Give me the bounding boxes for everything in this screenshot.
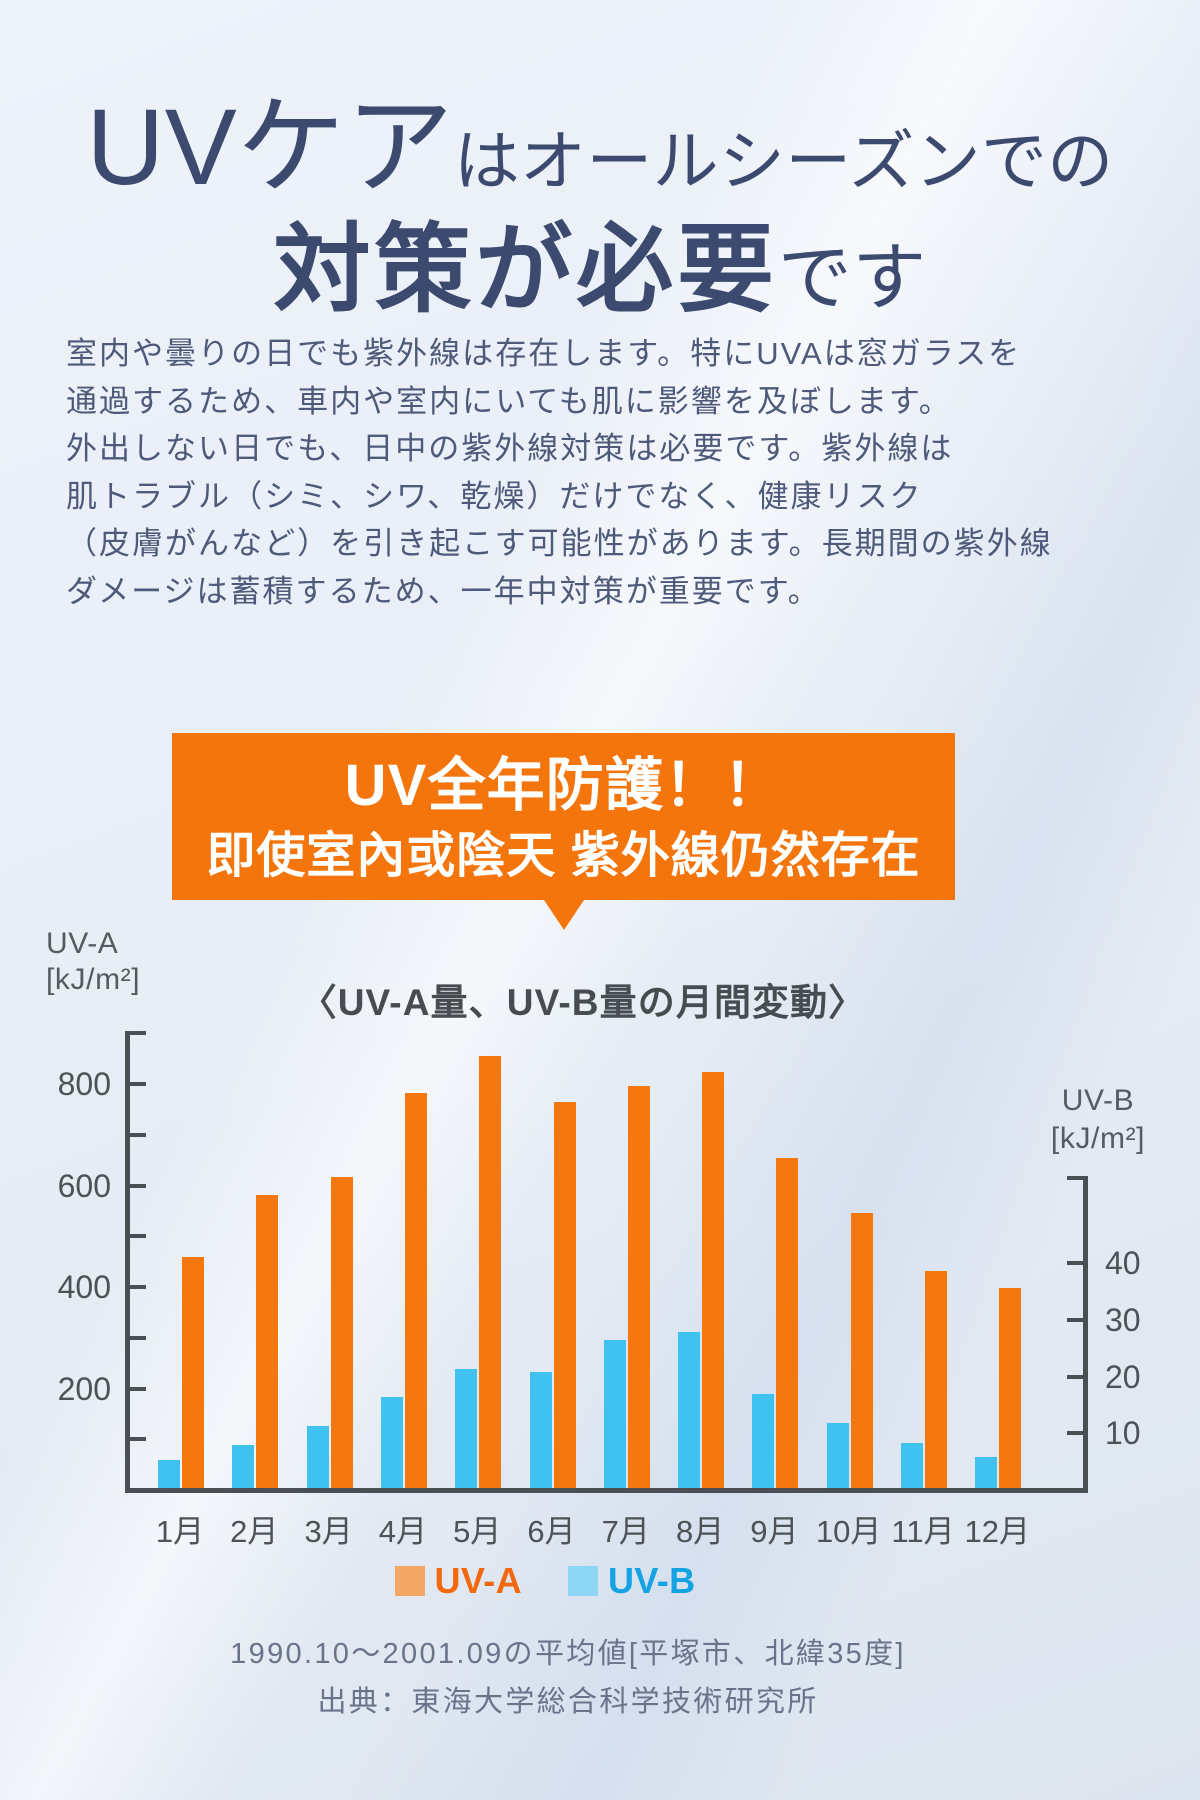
- right-axis-tick: [1067, 1374, 1083, 1379]
- x-axis-month-label: 6月: [527, 1514, 576, 1549]
- bar-uvb-3月: [306, 1425, 329, 1488]
- right-axis-tick-label: 20: [1105, 1358, 1141, 1395]
- chart-legend: UV-A UV-B: [0, 1560, 1200, 1602]
- bar-uvb-4月: [380, 1397, 403, 1488]
- legend-label-uvb: UV-B: [608, 1560, 696, 1601]
- right-axis-title-unit: [kJ/m²]: [1050, 1122, 1146, 1155]
- bar-uva-11月: [925, 1270, 947, 1488]
- right-axis-tick: [1067, 1261, 1083, 1265]
- x-axis-month-label: 12月: [964, 1514, 1031, 1549]
- right-axis-tick-label: 30: [1105, 1301, 1141, 1338]
- bar-uva-5月: [479, 1055, 502, 1488]
- legend-label-uva: UV-A: [434, 1560, 522, 1601]
- right-axis-title-series: UV-B: [1061, 1084, 1135, 1117]
- callout-banner: UV全年防護！！ 即使室內或陰天 紫外線仍然存在: [172, 733, 955, 930]
- left-axis-tick: [130, 1082, 146, 1086]
- bar-uvb-10月: [826, 1422, 849, 1488]
- intro-line: 肌トラブル（シミ、シワ、乾燥）だけでなく、健康リスク: [66, 478, 923, 514]
- banner-line-1: UV全年防護！！: [344, 753, 783, 818]
- bar-uva-10月: [850, 1212, 873, 1488]
- bar-uva-9月: [776, 1158, 799, 1488]
- intro-line: （皮膚がんなど）を引き起こす可能性があります。長期間の紫外線: [66, 526, 1053, 561]
- right-axis-tick: [1067, 1175, 1083, 1180]
- intro-paragraph: 室内や曇りの日でも紫外線は存在します。特にUVAは窓ガラスを 通過するため、車内…: [66, 330, 1146, 615]
- x-axis-month-label: 8月: [675, 1514, 725, 1549]
- source-line-1: 1990.10〜2001.09の平均値[平塚市、北緯35度]: [230, 1638, 906, 1670]
- banner-line-2: 即使室內或陰天 紫外線仍然存在: [206, 829, 921, 883]
- left-axis-tick: [130, 1031, 146, 1036]
- legend-swatch-uvb: [568, 1566, 598, 1596]
- title-emphasis-1: UVケア: [86, 86, 454, 207]
- title-emphasis-2: 対策が必要: [273, 214, 778, 324]
- right-axis-tick-label: 40: [1105, 1245, 1141, 1281]
- left-axis-line: [125, 1031, 130, 1493]
- chart-title: 〈UV-A量、UV-B量の月間変動〉: [299, 982, 867, 1023]
- x-axis-month-label: 10月: [815, 1514, 882, 1549]
- bar-uva-4月: [404, 1093, 427, 1488]
- left-axis-tick-label: 800: [57, 1066, 111, 1102]
- left-axis-tick-label: 600: [57, 1167, 111, 1204]
- intro-line: 通過するため、車内や室内にいても肌に影響を及ぼします。: [66, 383, 952, 419]
- x-axis-month-label: 11月: [891, 1514, 955, 1549]
- title-rest-2: です: [777, 235, 927, 319]
- left-axis-tick-label: 200: [57, 1370, 111, 1407]
- bar-uva-7月: [627, 1085, 650, 1488]
- title-line-2: 対策が必要です: [0, 214, 1200, 324]
- bar-uvb-1月: [158, 1459, 180, 1488]
- bar-uva-12月: [999, 1287, 1022, 1488]
- bar-uvb-11月: [901, 1442, 923, 1488]
- legend-item-uva: UV-A: [394, 1560, 522, 1602]
- intro-line: ダメージは蓄積するため、一年中対策が重要です。: [66, 573, 821, 609]
- chart-source: 1990.10〜2001.09の平均値[平塚市、北緯35度] 出典：東海大学総合…: [0, 1630, 1136, 1726]
- left-axis-title: UV-A [kJ/m²]: [46, 926, 140, 998]
- bar-uvb-6月: [529, 1371, 552, 1488]
- x-axis-month-label: 4月: [378, 1514, 428, 1549]
- x-axis-month-label: 5月: [453, 1514, 502, 1549]
- title-line-1: UVケアはオールシーズンでの: [0, 86, 1200, 207]
- bar-uvb-9月: [752, 1394, 775, 1488]
- page-title: UVケアはオールシーズンでの 対策が必要です: [0, 86, 1200, 324]
- bar-uvb-7月: [603, 1340, 626, 1488]
- left-axis-tick: [130, 1183, 146, 1188]
- left-axis-tick: [130, 1335, 146, 1340]
- x-axis-month-label: 9月: [750, 1514, 799, 1549]
- left-axis-tick-label: 400: [57, 1269, 111, 1305]
- left-axis-tick: [130, 1285, 146, 1289]
- intro-line: 外出しない日でも、日中の紫外線対策は必要です。紫外線は: [66, 431, 954, 466]
- right-axis-line: [1083, 1175, 1088, 1493]
- intro-line: 室内や曇りの日でも紫外線は存在します。特にUVAは窓ガラスを: [66, 336, 1022, 371]
- bar-uvb-8月: [678, 1331, 701, 1488]
- x-axis-month-label: 1月: [155, 1514, 205, 1549]
- bar-uvb-5月: [455, 1368, 478, 1488]
- left-axis-title-unit: [kJ/m²]: [46, 963, 141, 996]
- title-rest-1: はオールシーズンでの: [453, 124, 1114, 198]
- bar-uva-6月: [553, 1102, 576, 1488]
- right-axis-tick-label: 10: [1105, 1415, 1141, 1452]
- left-axis-tick: [130, 1437, 146, 1442]
- bar-uvb-12月: [975, 1456, 998, 1488]
- right-axis-tick: [1067, 1431, 1083, 1436]
- bar-uva-3月: [330, 1177, 353, 1488]
- banner-pointer-icon: [543, 900, 584, 930]
- left-axis-tick: [130, 1132, 146, 1137]
- left-axis-tick: [130, 1386, 146, 1391]
- x-axis-month-label: 7月: [601, 1514, 650, 1549]
- source-line-2: 出典：東海大学総合科学技術研究所: [317, 1686, 819, 1718]
- legend-item-uvb: UV-B: [568, 1560, 695, 1602]
- bar-uva-8月: [702, 1071, 725, 1488]
- legend-swatch-uva: [394, 1566, 425, 1596]
- x-axis-month-label: 3月: [304, 1514, 353, 1549]
- left-axis-tick: [130, 1234, 146, 1239]
- right-axis-title: UV-B [kJ/m²]: [1018, 1082, 1178, 1158]
- bar-uva-1月: [182, 1257, 204, 1488]
- bar-uva-2月: [256, 1194, 279, 1488]
- left-axis-title-series: UV-A: [46, 927, 119, 960]
- bar-uvb-2月: [232, 1445, 255, 1488]
- x-axis-month-label: 2月: [230, 1514, 279, 1549]
- right-axis-tick: [1067, 1317, 1083, 1322]
- x-axis-baseline: [125, 1488, 1088, 1493]
